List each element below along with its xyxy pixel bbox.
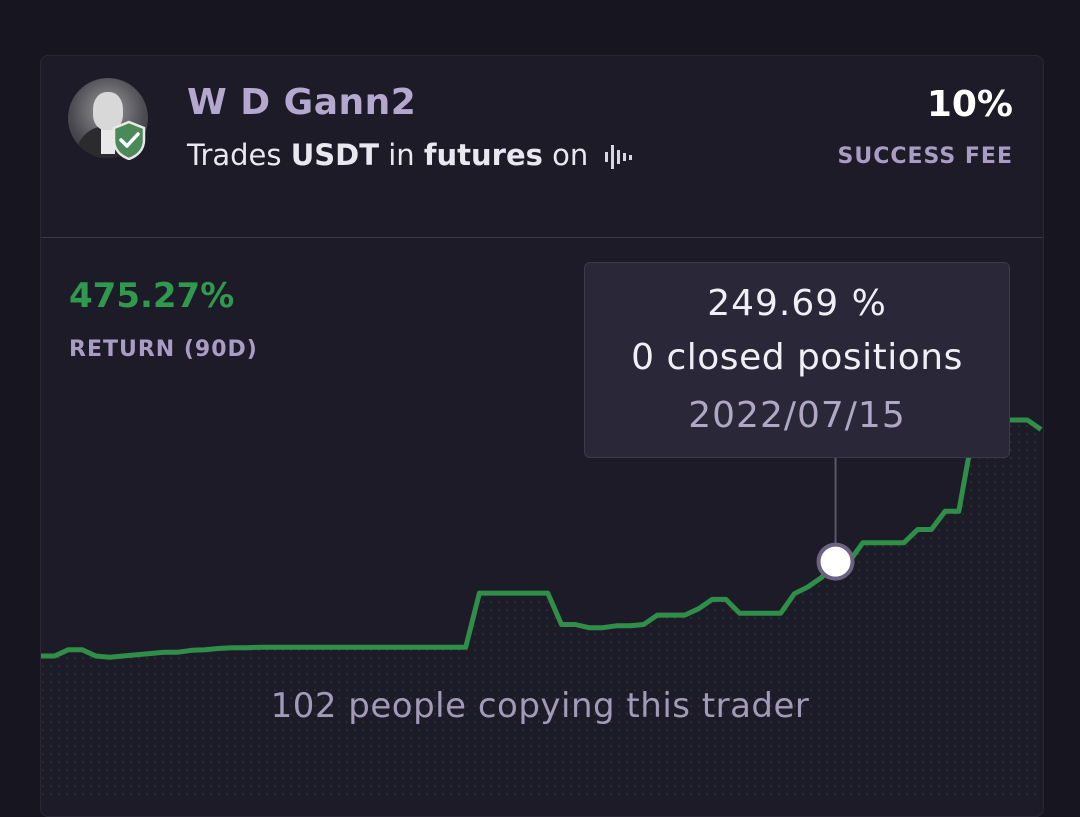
tooltip-date: 2022/07/15 [585,395,1009,436]
tooltip-value: 249.69 % [585,283,1009,324]
tooltip-positions: 0 closed positions [585,337,1009,378]
return-value: 475.27% [69,276,234,316]
chart-area-fill [41,420,1041,796]
return-label: RETURN (90D) [69,337,258,362]
chart-highlight-point[interactable] [819,545,853,579]
chart-tooltip: 249.69 % 0 closed positions 2022/07/15 [584,262,1010,458]
copying-count[interactable]: 102 people copying this trader [0,686,1080,726]
